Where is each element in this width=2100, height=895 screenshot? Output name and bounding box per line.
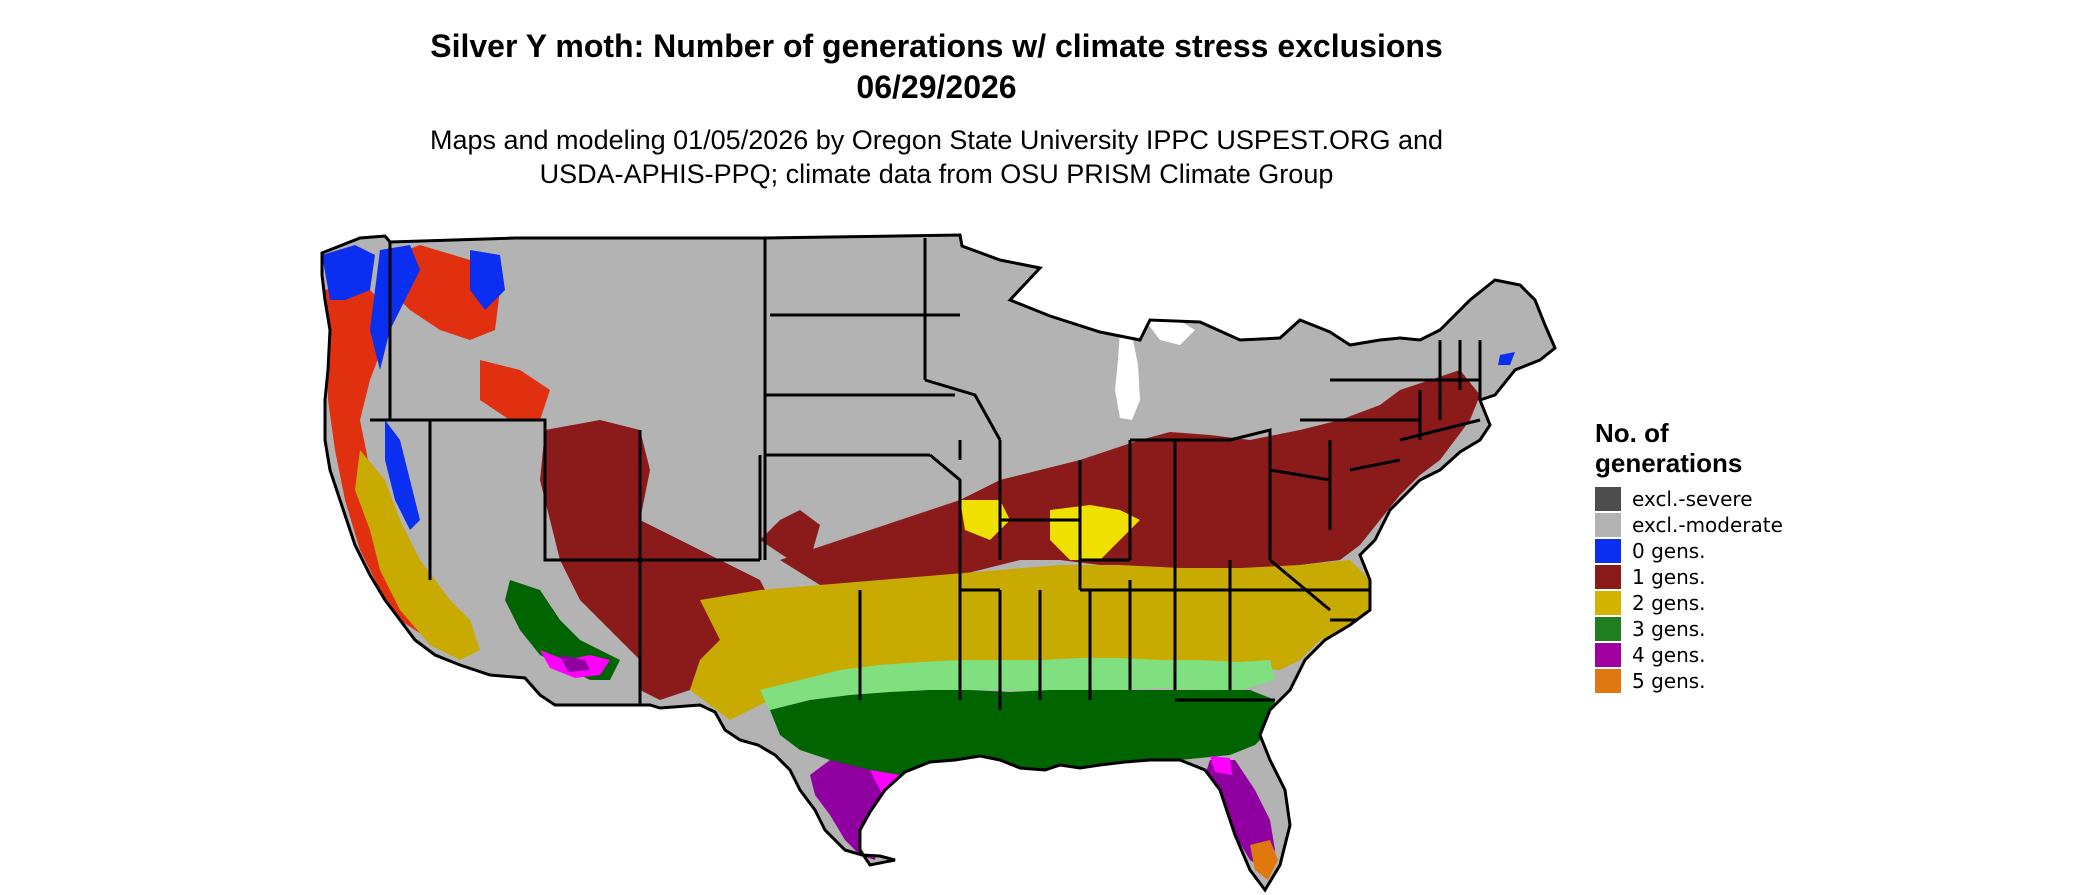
legend-swatch	[1595, 539, 1621, 563]
legend-label: 1 gens.	[1632, 565, 1706, 589]
legend-item-1-gens: 1 gens.	[1595, 564, 1915, 590]
map-subtitle-line1: Maps and modeling 01/05/2026 by Oregon S…	[429, 125, 1444, 155]
legend-swatch	[1595, 487, 1621, 511]
legend: No. of generations excl.-severe excl.-mo…	[1595, 418, 1915, 694]
legend-item-0-gens: 0 gens.	[1595, 538, 1915, 564]
legend-swatch	[1595, 565, 1621, 589]
legend-label: excl.-moderate	[1632, 513, 1783, 537]
legend-label: 5 gens.	[1632, 669, 1706, 693]
legend-title-line2: generations	[1595, 448, 1743, 478]
legend-item-5-gens: 5 gens.	[1595, 668, 1915, 694]
map-title: Silver Y moth: Number of generations w/ …	[430, 28, 1443, 64]
map-date: 06/29/2026	[856, 69, 1017, 105]
legend-swatch	[1595, 513, 1621, 537]
legend-label: 3 gens.	[1632, 617, 1706, 641]
map-subtitle-line2: USDA-APHIS-PPQ; climate data from OSU PR…	[539, 159, 1334, 189]
legend-swatch	[1595, 591, 1621, 615]
legend-item-excl-severe: excl.-severe	[1595, 486, 1915, 512]
us-generations-map	[320, 233, 1557, 892]
legend-swatch	[1595, 643, 1621, 667]
legend-swatch	[1595, 669, 1621, 693]
legend-label: 0 gens.	[1632, 539, 1706, 563]
legend-label: 4 gens.	[1632, 643, 1706, 667]
legend-item-4-gens: 4 gens.	[1595, 642, 1915, 668]
legend-label: 2 gens.	[1632, 591, 1706, 615]
legend-title-line1: No. of	[1595, 418, 1669, 448]
legend-item-excl-moderate: excl.-moderate	[1595, 512, 1915, 538]
legend-item-3-gens: 3 gens.	[1595, 616, 1915, 642]
legend-swatch	[1595, 617, 1621, 641]
legend-item-2-gens: 2 gens.	[1595, 590, 1915, 616]
legend-label: excl.-severe	[1632, 487, 1753, 511]
